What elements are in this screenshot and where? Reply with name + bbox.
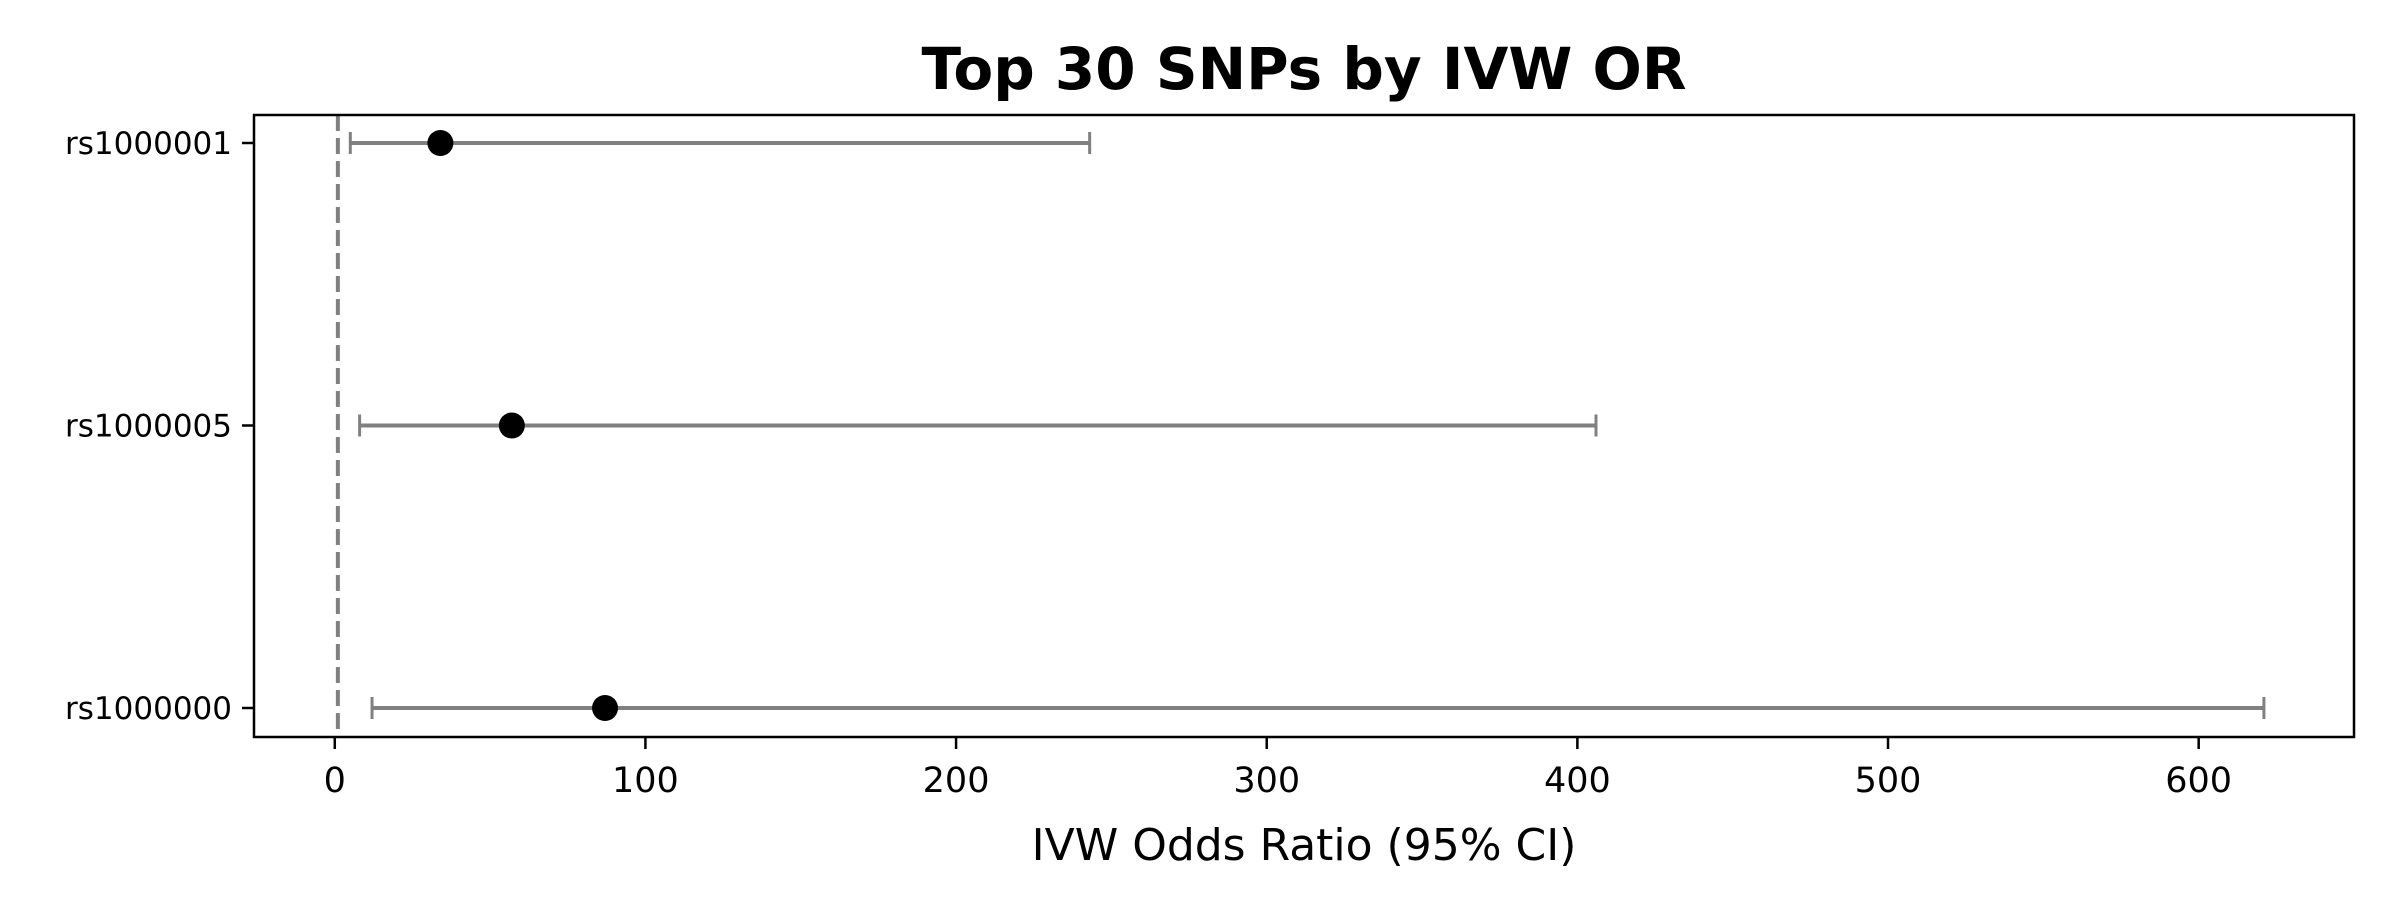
x-tick-label: 300 — [1233, 761, 1300, 801]
x-tick-label: 0 — [324, 761, 346, 801]
odds-ratio-point — [592, 695, 619, 721]
y-tick-label: rs1000000 — [65, 691, 232, 727]
odds-ratio-point — [498, 412, 525, 439]
plot-frame — [252, 113, 2356, 739]
x-axis-label: IVW Odds Ratio (95% CI) — [1032, 820, 1577, 871]
x-tick-label: 500 — [1855, 761, 1922, 801]
odds-ratio-point — [427, 130, 454, 156]
x-tick-label: 600 — [2165, 761, 2232, 801]
chart-title: Top 30 SNPs by IVW OR — [922, 35, 1687, 103]
x-tick-label: 200 — [923, 761, 990, 801]
y-tick-label: rs1000005 — [65, 409, 232, 445]
x-tick-label: 400 — [1544, 761, 1611, 801]
x-tick-label: 100 — [612, 761, 679, 801]
y-tick-label: rs1000001 — [65, 126, 232, 162]
plot-area: rs1000001 rs1000005 rs1000000 0 100 200 300 400… — [65, 113, 2356, 801]
